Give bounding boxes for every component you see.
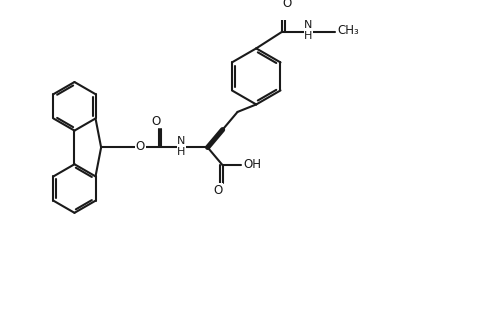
Text: CH₃: CH₃ [337,24,359,37]
Text: N
H: N H [177,136,185,157]
Text: N
H: N H [304,20,312,42]
Text: OH: OH [243,158,262,171]
Text: O: O [152,115,161,128]
Text: O: O [136,140,145,153]
Text: O: O [213,184,223,197]
Text: O: O [282,0,292,10]
